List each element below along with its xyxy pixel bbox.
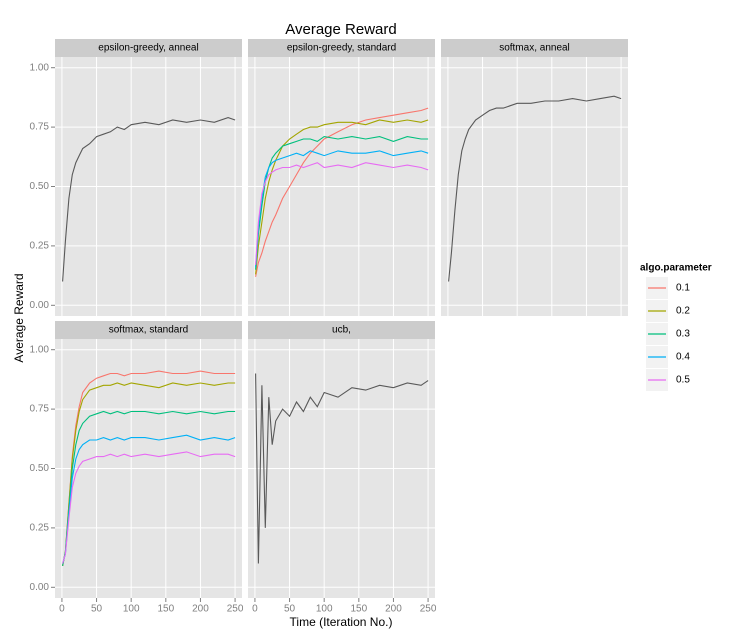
line (255, 150, 429, 268)
legend-label: 0.1 (676, 283, 690, 294)
strip-label: epsilon-greedy, standard (287, 43, 396, 54)
x-tick-label: 100 (123, 604, 140, 615)
x-tick-label: 100 (316, 604, 333, 615)
legend-label: 0.4 (676, 352, 690, 363)
strip (55, 39, 242, 57)
y-tick-label: 0.75 (30, 122, 50, 133)
x-tick-label: 150 (157, 604, 174, 615)
y-tick-label: 0.50 (30, 181, 50, 192)
strip-label: epsilon-greedy, anneal (98, 43, 198, 54)
chart-title: Average Reward (285, 21, 396, 38)
y-tick-label: 1.00 (30, 62, 50, 73)
legend-title: algo.parameter (640, 263, 712, 274)
x-tick-label: 50 (284, 604, 296, 615)
line (255, 162, 429, 265)
legend-label: 0.3 (676, 329, 690, 340)
line (62, 451, 236, 564)
line (255, 107, 429, 277)
x-tick-label: 50 (91, 604, 103, 615)
strip (441, 39, 628, 57)
line (62, 382, 236, 567)
line (255, 119, 429, 275)
y-tick-label: 0.00 (30, 582, 50, 593)
line (255, 373, 429, 564)
line (255, 136, 429, 270)
line (62, 410, 236, 567)
strip (248, 321, 435, 339)
x-tick-label: 150 (350, 604, 367, 615)
y-axis-label: Average Reward (12, 273, 26, 362)
x-tick-label: 200 (385, 604, 402, 615)
strip (55, 321, 242, 339)
x-axis-label: Time (Iteration No.) (290, 615, 393, 629)
y-tick-label: 0.50 (30, 463, 50, 474)
x-tick-label: 0 (252, 604, 258, 615)
strip-label: softmax, anneal (499, 43, 570, 54)
y-tick-label: 1.00 (30, 344, 50, 355)
line (62, 434, 236, 564)
x-tick-label: 200 (192, 604, 209, 615)
x-tick-label: 0 (59, 604, 65, 615)
strip-label: softmax, standard (109, 325, 188, 336)
legend-label: 0.2 (676, 306, 690, 317)
y-tick-label: 0.75 (30, 404, 50, 415)
x-tick-label: 250 (420, 604, 437, 615)
line (62, 117, 236, 282)
y-tick-label: 0.25 (30, 523, 50, 534)
y-tick-label: 0.25 (30, 241, 50, 252)
line (448, 95, 622, 282)
strip (248, 39, 435, 57)
legend-label: 0.5 (676, 375, 690, 386)
x-tick-label: 250 (227, 604, 244, 615)
y-tick-label: 0.00 (30, 300, 50, 311)
strip-label: ucb, (332, 325, 351, 336)
